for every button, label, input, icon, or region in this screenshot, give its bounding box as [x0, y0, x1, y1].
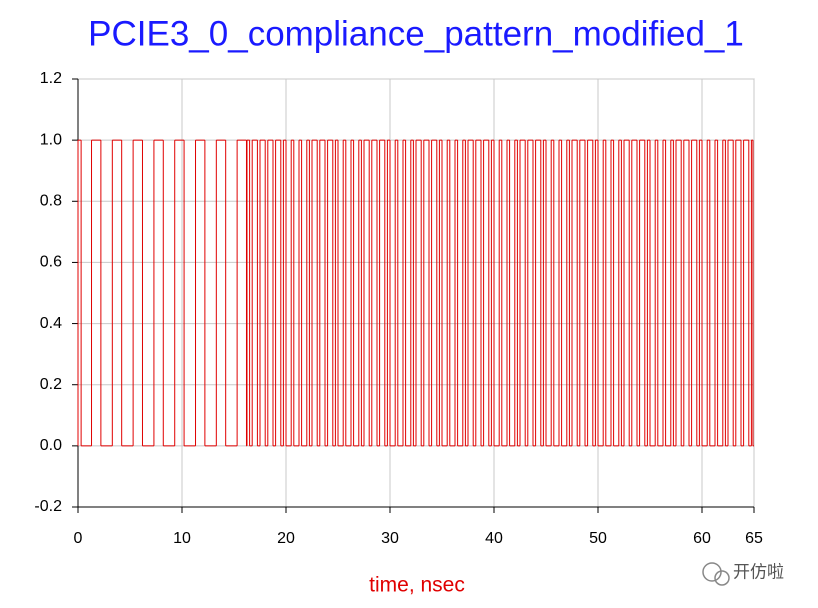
y-tick-label: 1.0 — [40, 131, 62, 148]
x-tick-label: 20 — [277, 530, 295, 547]
y-tick-label: 0.6 — [40, 254, 62, 271]
x-tick-label: 10 — [173, 530, 191, 547]
y-tick-label: 1.2 — [40, 70, 62, 87]
y-tick-label: 0.4 — [40, 315, 62, 332]
chart-title: PCIE3_0_compliance_pattern_modified_1 — [88, 14, 744, 53]
x-tick-label: 40 — [485, 530, 503, 547]
x-axis-label: time, nsec — [369, 574, 465, 597]
y-tick-label: -0.2 — [34, 498, 62, 515]
x-tick-label: 30 — [381, 530, 399, 547]
y-tick-label: 0.2 — [40, 376, 62, 393]
y-tick-label: 0.0 — [40, 437, 62, 454]
x-tick-label: 60 — [693, 530, 711, 547]
x-tick-label: 65 — [745, 530, 763, 547]
x-tick-label: 50 — [589, 530, 607, 547]
watermark-icon — [702, 562, 730, 586]
watermark: 开仿啦 — [733, 562, 784, 581]
x-tick-label: 0 — [74, 530, 83, 547]
y-tick-label: 0.8 — [40, 193, 62, 210]
